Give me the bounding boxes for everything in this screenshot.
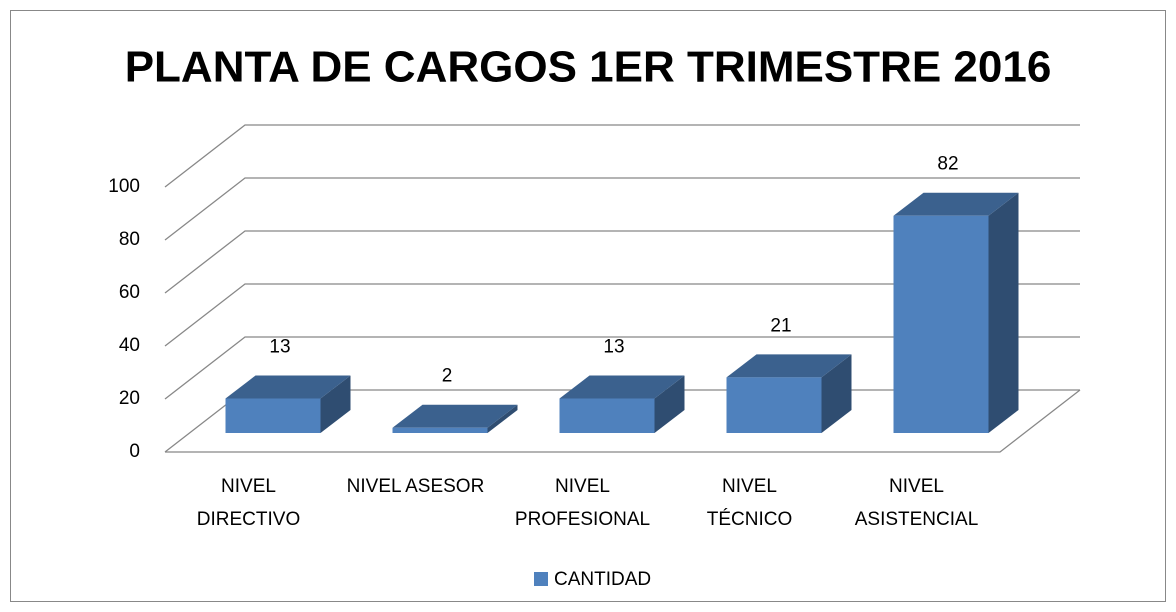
bar-front (392, 427, 488, 433)
data-label: 13 (603, 337, 624, 358)
data-label: 2 (442, 366, 453, 387)
bar-side (654, 375, 685, 433)
grid-line (164, 230, 1080, 294)
data-label: 82 (937, 154, 958, 175)
y-tick-label: 100 (108, 176, 140, 197)
chart-title: PLANTA DE CARGOS 1ER TRIMESTRE 2016 (125, 43, 1052, 92)
bar-side (988, 192, 1019, 433)
bar-front (559, 398, 655, 433)
bar-top (392, 404, 518, 428)
bar-side (320, 375, 351, 433)
y-tick-label: 20 (119, 388, 140, 409)
bar (392, 404, 518, 433)
bar-front (893, 215, 989, 433)
bar (726, 354, 852, 433)
bar (225, 375, 351, 433)
grid-line (164, 283, 1080, 347)
bar-top (726, 354, 852, 378)
y-tick-label: 0 (129, 441, 140, 462)
bar-front (726, 377, 822, 433)
floor (165, 389, 1081, 453)
grid-line (164, 336, 1080, 400)
grid-line (164, 124, 1080, 188)
legend-label: CANTIDAD (554, 569, 651, 590)
x-tick-label: NIVEL DIRECTIVO (196, 476, 301, 530)
bar-top (559, 375, 685, 399)
x-tick-label: NIVEL ASISTENCIAL (854, 476, 979, 530)
bar (893, 192, 1019, 433)
y-tick-label: 60 (119, 282, 140, 303)
bar (559, 375, 685, 433)
y-tick-label: 80 (119, 229, 140, 250)
bar-front (225, 398, 321, 433)
x-tick-label: NIVEL TÉCNICO (706, 476, 793, 530)
data-label: 21 (770, 315, 791, 336)
bar-top (225, 375, 351, 399)
x-tick-label: NIVEL ASESOR (346, 476, 485, 497)
y-tick-label: 40 (119, 335, 140, 356)
bar-top (893, 192, 1019, 216)
data-label: 13 (269, 337, 290, 358)
x-tick-label: NIVEL PROFESIONAL (514, 476, 651, 530)
legend-swatch (534, 572, 548, 586)
bar-side (821, 354, 852, 433)
grid-line (164, 177, 1080, 241)
bar-side (487, 404, 518, 433)
